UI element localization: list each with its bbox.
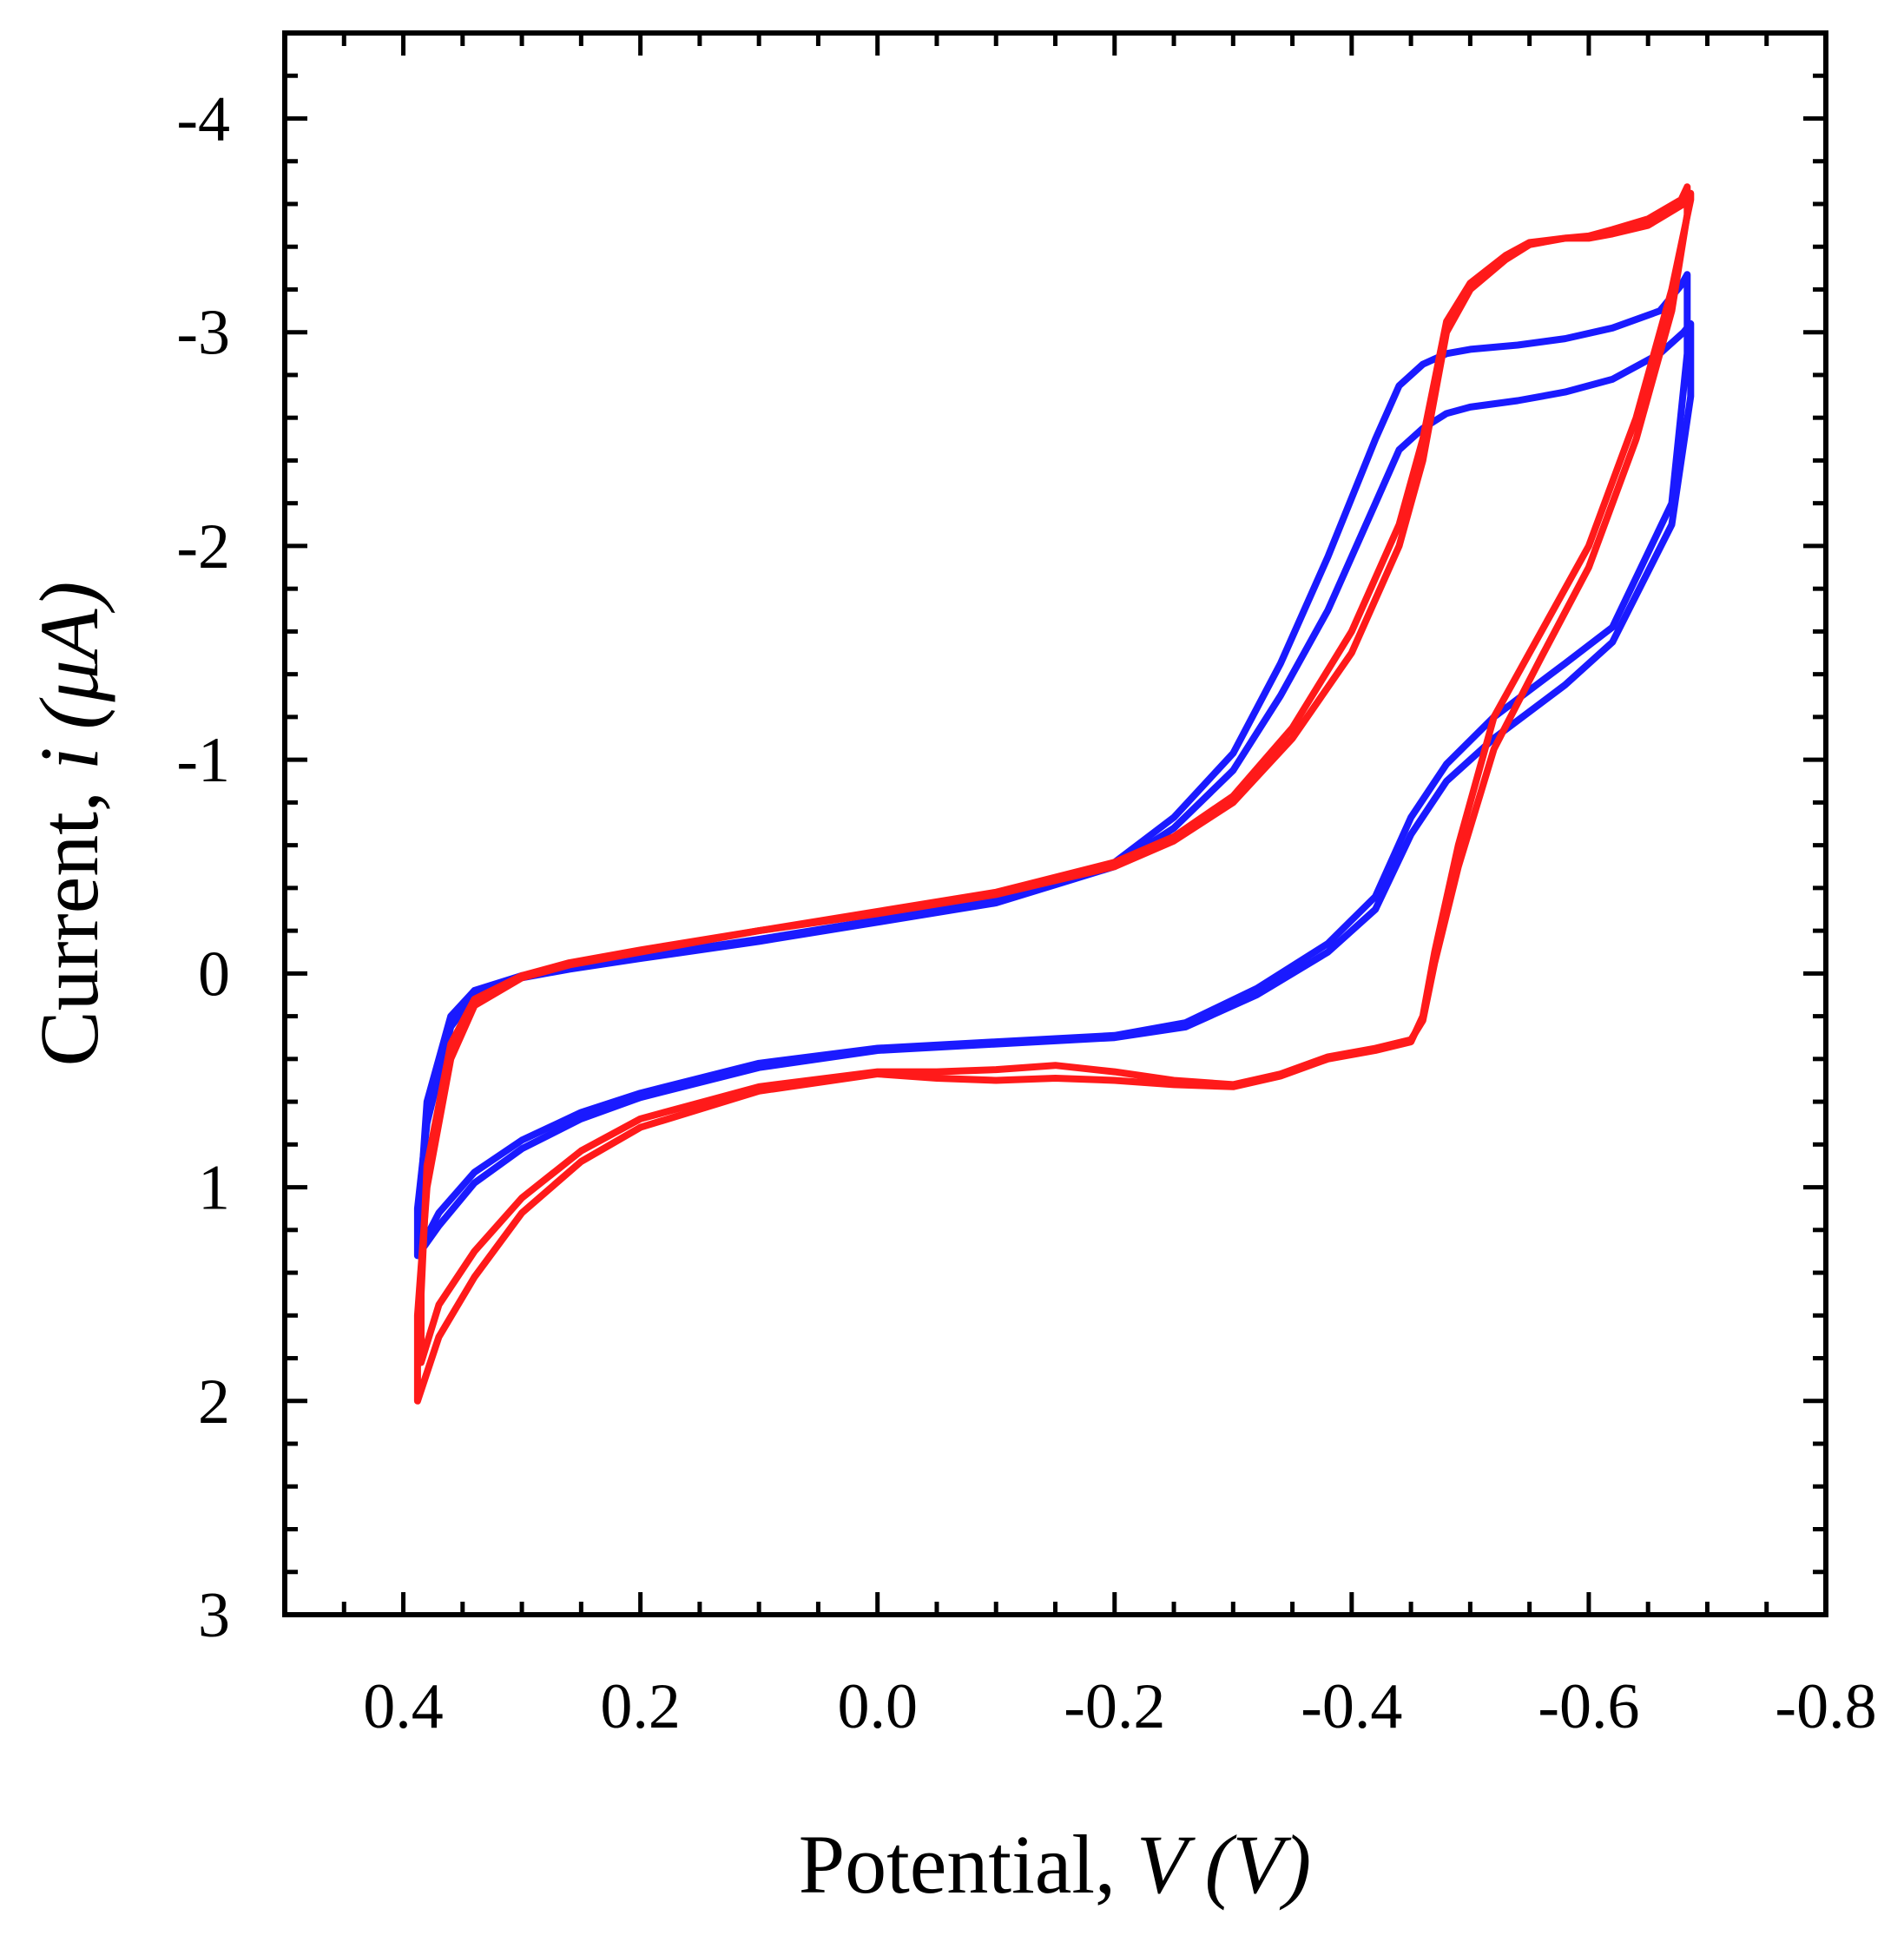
y-tick-label: 1 xyxy=(198,1153,230,1224)
x-tick-label: -0.6 xyxy=(1538,1671,1639,1742)
x-axis-title: Potential, V (V) xyxy=(799,1818,1312,1911)
y-tick-label: -3 xyxy=(176,298,230,369)
x-tick-label: -0.2 xyxy=(1064,1671,1165,1742)
x-tick-label: 0.4 xyxy=(363,1671,444,1742)
x-tick-label: -0.8 xyxy=(1775,1671,1876,1742)
y-axis-title: Current, i(μA) xyxy=(23,582,115,1067)
plot-frame xyxy=(282,30,1828,1617)
series-layer xyxy=(413,183,1695,1405)
x-tick-label: 0.0 xyxy=(837,1671,918,1742)
x-tick-label: -0.4 xyxy=(1301,1671,1402,1742)
x-tick-label: 0.2 xyxy=(600,1671,681,1742)
series-blue-cycle-1 xyxy=(413,319,1695,1260)
y-tick-label: -4 xyxy=(176,83,230,155)
tick-layer xyxy=(282,30,1828,1617)
y-tick-label: 3 xyxy=(198,1580,230,1651)
series-red-cycle-2 xyxy=(418,183,1691,1366)
y-tick-label: -1 xyxy=(176,725,230,796)
y-tick-label: -2 xyxy=(176,511,230,583)
y-tick-label: 0 xyxy=(198,938,230,1010)
tick-label-layer: 0.4 0.2 0.0 -0.2 -0.4 -0.6 -0.8 -4 -3 -2 -1 0 1 2 3 xyxy=(176,83,1876,1742)
series-blue-cycle-2 xyxy=(418,271,1691,1251)
series-red-cycle-1 xyxy=(413,189,1695,1405)
y-tick-label: 2 xyxy=(198,1366,230,1438)
